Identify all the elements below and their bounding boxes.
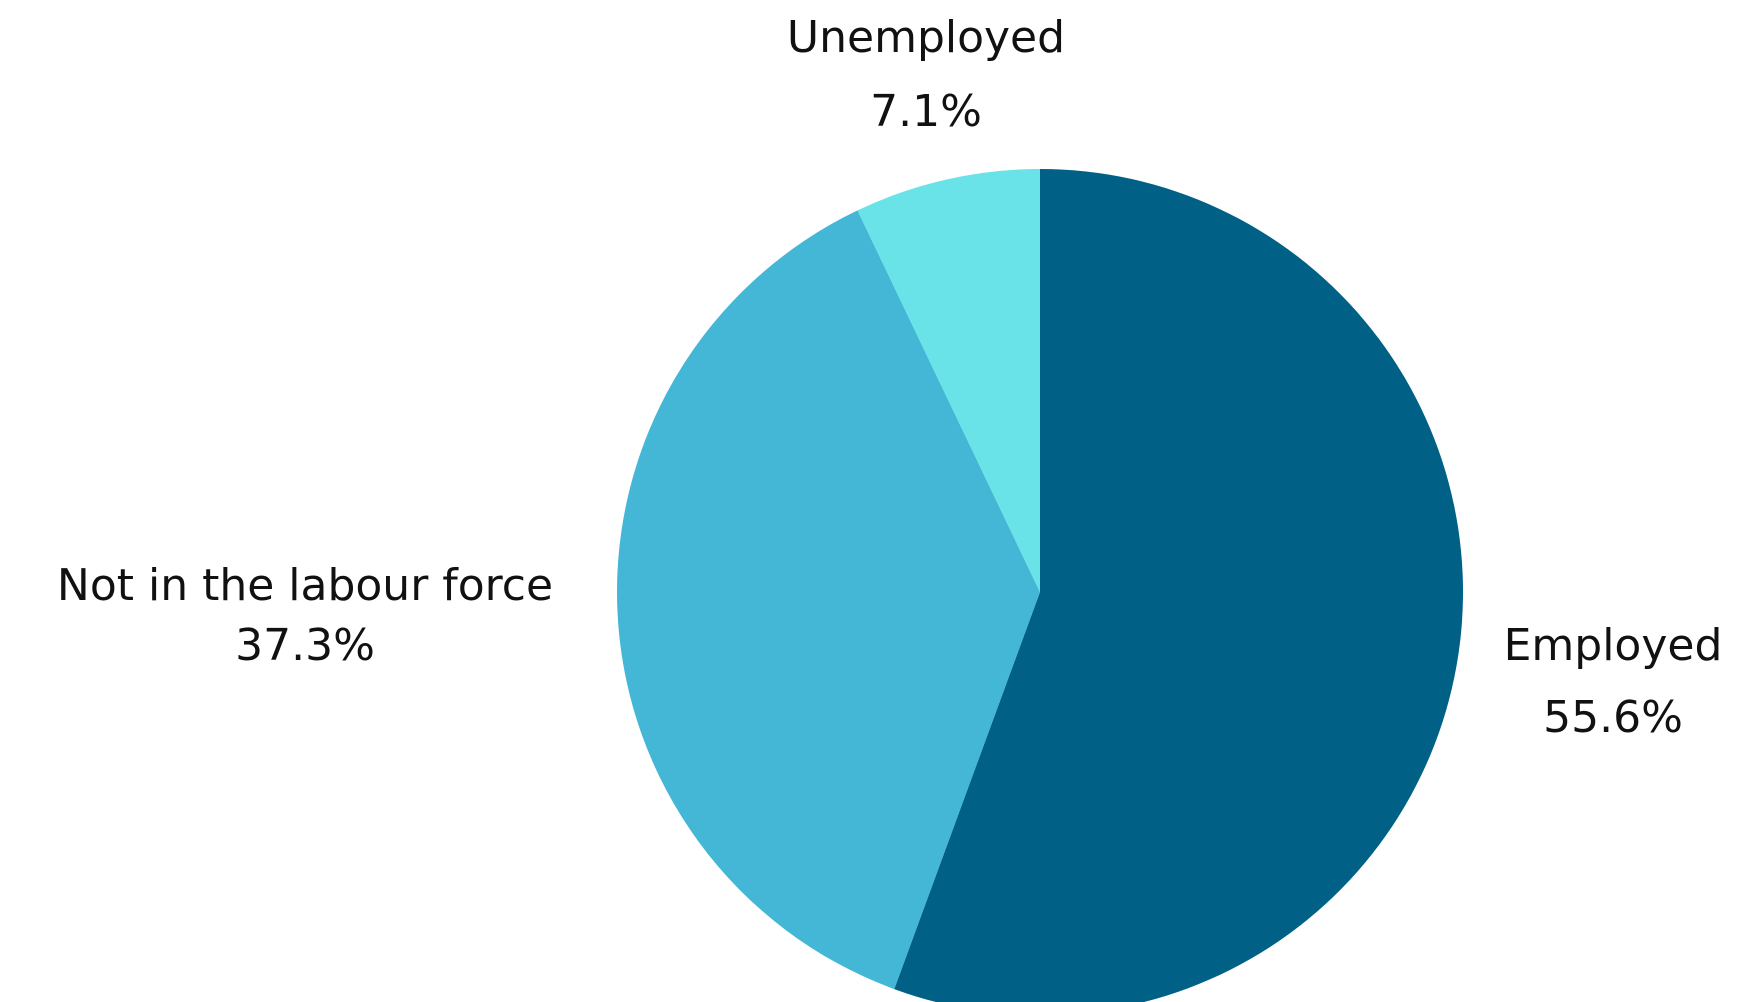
slice-label-employed: Employed xyxy=(1504,620,1723,671)
pie-slices xyxy=(617,169,1464,1002)
slice-value-label-not-in-the-labour-force: 37.3% xyxy=(235,620,375,671)
slice-value-label-unemployed: 7.1% xyxy=(870,86,982,137)
slice-label-unemployed: Unemployed xyxy=(787,12,1065,63)
slice-label-not-in-the-labour-force: Not in the labour force xyxy=(57,560,553,611)
pie-slice-employed xyxy=(894,169,1464,1002)
pie-slice-not-in-the-labour-force xyxy=(617,210,1040,990)
pie-slice-unemployed xyxy=(857,169,1040,592)
pie-labels: Employed 55.6% Not in the labour force 37.3… xyxy=(57,12,1722,743)
slice-value-label-employed: 55.6% xyxy=(1543,692,1683,743)
